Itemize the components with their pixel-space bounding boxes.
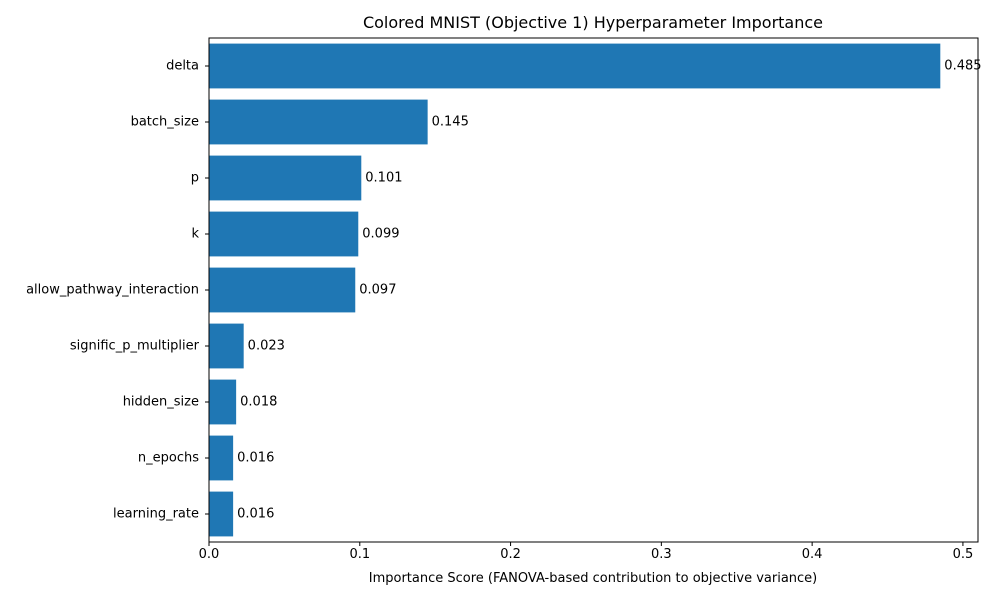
x-axis-ticks: 0.0 0.1 0.2 0.3 0.4 0.5 bbox=[199, 542, 974, 562]
x-tick-label: 0.5 bbox=[953, 547, 974, 562]
bar-signific_p_multiplier bbox=[209, 323, 244, 369]
category-label: signific_p_multiplier bbox=[70, 339, 200, 354]
bar-p bbox=[209, 155, 362, 201]
value-labels: 0.485 0.145 0.101 0.099 0.097 0.023 0.018 0.016… bbox=[237, 59, 981, 522]
value-label: 0.145 bbox=[432, 115, 469, 130]
value-label: 0.101 bbox=[365, 171, 402, 186]
bars-layer bbox=[209, 43, 941, 537]
category-label: p bbox=[191, 171, 199, 186]
bar-hidden_size bbox=[209, 379, 237, 425]
value-label: 0.485 bbox=[944, 59, 981, 74]
value-label: 0.097 bbox=[359, 283, 396, 298]
value-label: 0.023 bbox=[248, 339, 285, 354]
bar-batch_size bbox=[209, 99, 428, 145]
value-label: 0.099 bbox=[362, 227, 399, 242]
x-tick-label: 0.3 bbox=[651, 547, 672, 562]
chart-title: Colored MNIST (Objective 1) Hyperparamet… bbox=[363, 13, 823, 32]
category-label: k bbox=[191, 227, 199, 242]
x-tick-label: 0.4 bbox=[802, 547, 823, 562]
category-label: batch_size bbox=[131, 115, 199, 130]
category-label: allow_pathway_interaction bbox=[26, 283, 199, 298]
x-tick-label: 0.0 bbox=[199, 547, 220, 562]
value-label: 0.018 bbox=[240, 395, 277, 410]
value-label: 0.016 bbox=[237, 451, 274, 466]
x-axis-label: Importance Score (FANOVA-based contribut… bbox=[369, 571, 818, 586]
x-tick-label: 0.2 bbox=[500, 547, 521, 562]
bar-delta bbox=[209, 43, 941, 89]
bar-learning_rate bbox=[209, 491, 234, 537]
bar-allow_pathway_interaction bbox=[209, 267, 356, 313]
category-label: delta bbox=[166, 59, 199, 74]
category-label: n_epochs bbox=[138, 451, 199, 466]
x-tick-label: 0.1 bbox=[349, 547, 370, 562]
plot-frame bbox=[208, 37, 979, 543]
category-label: learning_rate bbox=[113, 507, 199, 522]
bar-n_epochs bbox=[209, 435, 234, 481]
value-label: 0.016 bbox=[237, 507, 274, 522]
bar-k bbox=[209, 211, 359, 257]
category-label: hidden_size bbox=[123, 395, 199, 410]
